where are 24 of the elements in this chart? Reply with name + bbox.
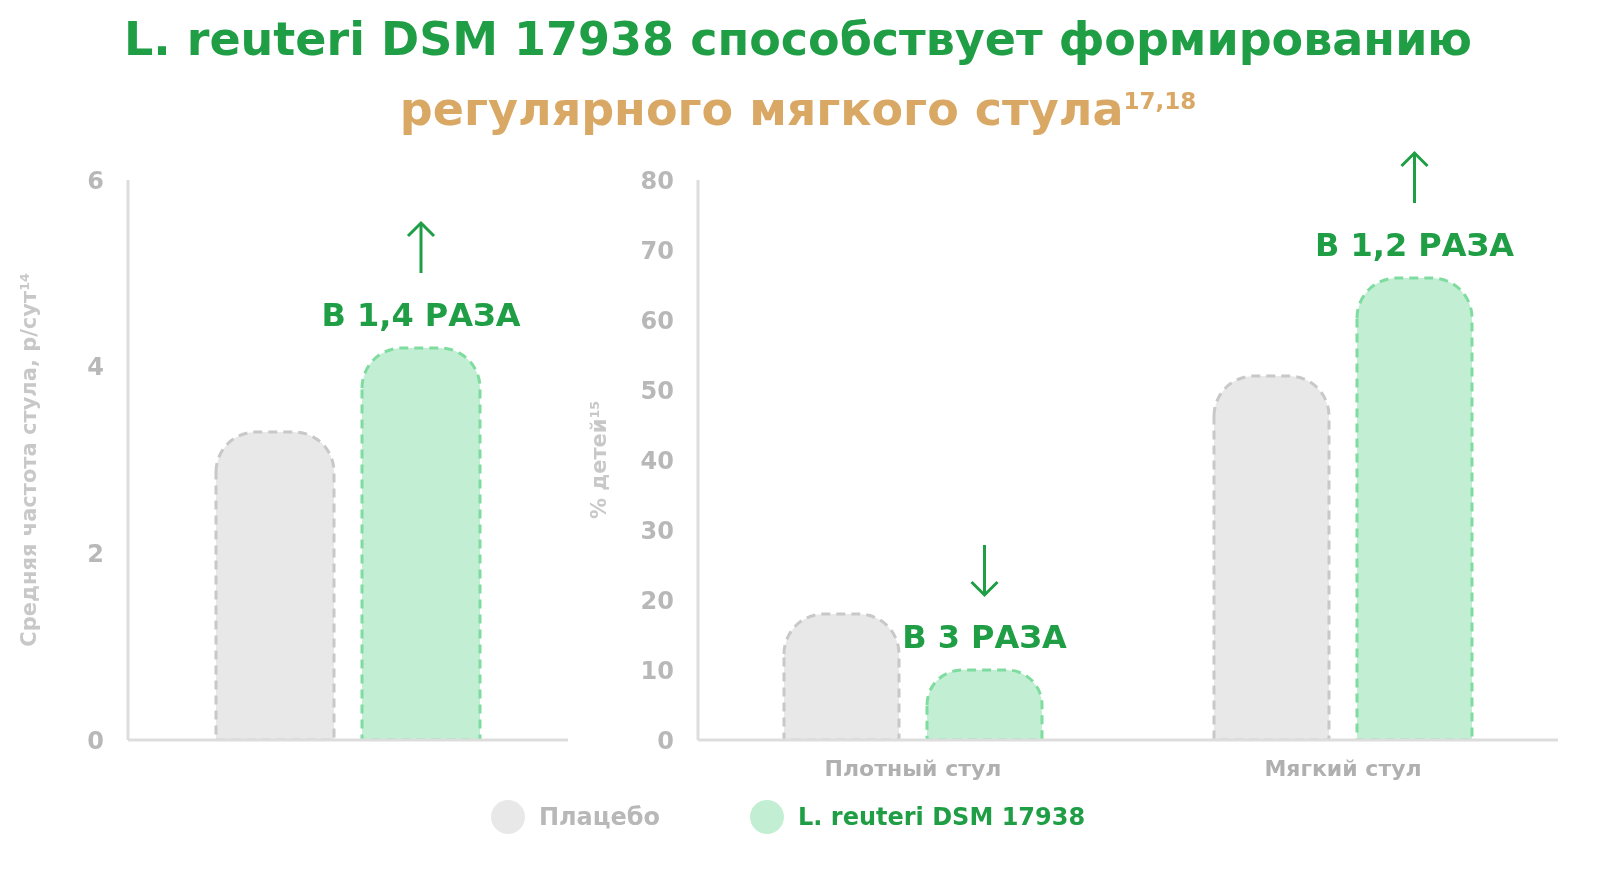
y-tick-label: 30 — [640, 516, 674, 545]
legend-label: Плацебо — [538, 803, 661, 832]
y-tick-label: 0 — [657, 726, 674, 755]
y-tick-label: 2 — [87, 540, 104, 569]
annotation: В 3 РАЗА — [902, 618, 1068, 657]
text: регулярного мягкого стула$^{17,18}$ — [399, 82, 1197, 137]
y-tick-label: 20 — [640, 586, 674, 615]
y-tick-label: 60 — [640, 306, 674, 335]
text: L. reuteri DSM 17938 способствует формированию — [123, 12, 1473, 66]
annotation: В 1,4 РАЗА — [321, 296, 521, 335]
legend-label: L. reuteri DSM 17938 — [798, 803, 1086, 832]
bar — [1355, 276, 1474, 741]
y-tick-label: 6 — [87, 166, 104, 195]
y-tick-label: 80 — [640, 166, 674, 195]
y-tick-label: 70 — [640, 236, 674, 265]
y-tick-label: 4 — [87, 353, 104, 382]
x-tick-label: Мягкий стул — [1264, 755, 1422, 781]
y-tick-label: 40 — [640, 446, 674, 475]
y-tick-label: 50 — [640, 376, 674, 405]
y-tick-label: 10 — [640, 656, 674, 685]
x-tick-label: Плотный стул — [824, 755, 1002, 781]
annotation: В 1,2 РАЗА — [1314, 226, 1515, 265]
y-tick-label: 0 — [87, 726, 104, 755]
bar — [925, 668, 1044, 741]
